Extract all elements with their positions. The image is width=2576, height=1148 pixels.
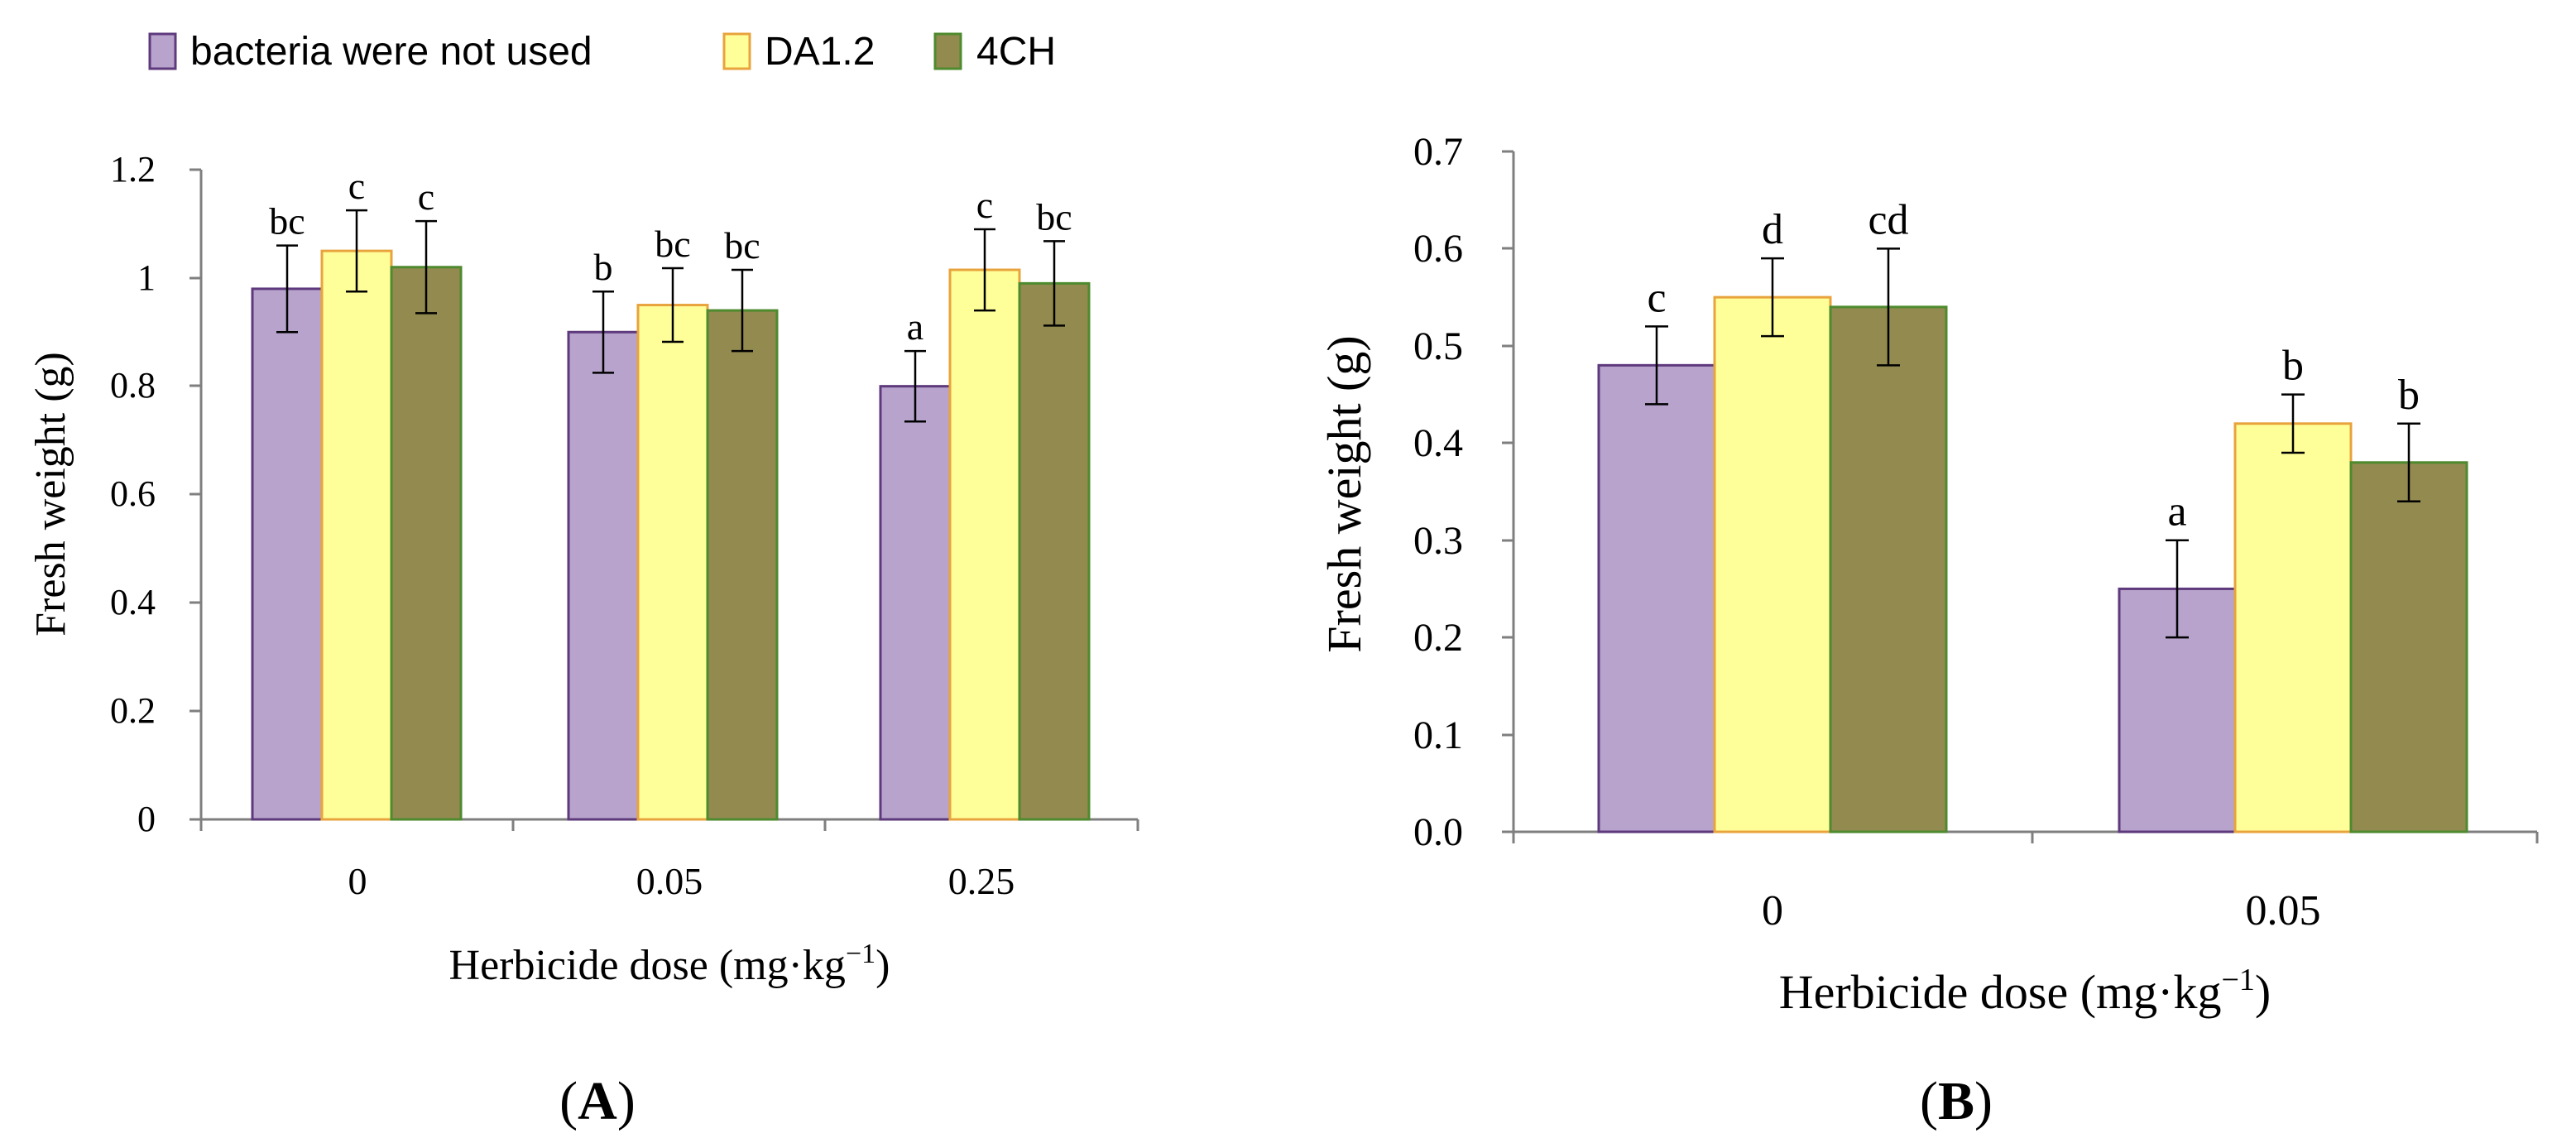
bar-da12 (320, 249, 393, 821)
bar-none (1597, 363, 1716, 833)
error-bar (974, 228, 995, 312)
error-bar (2281, 393, 2305, 454)
x-tick-label: 0.05 (636, 860, 703, 902)
y-tick-label: 0.3 (1413, 519, 1463, 563)
significance-letter: bc (724, 224, 760, 267)
x-axis-a: 0 0.05 0.25 (199, 818, 1139, 902)
y-axis-b: 0.0 0.1 0.2 0.3 0.4 0.5 0.6 0.7 (1413, 130, 1515, 854)
y-tick-label: 0.7 (1413, 130, 1463, 174)
legend-label-da12: DA1.2 (765, 30, 875, 74)
error-bar (592, 290, 614, 374)
error-bar (732, 268, 753, 353)
y-tick-label: 0.8 (110, 365, 156, 406)
x-axis-title-a: Herbicide dose (mg·kg−1) (449, 939, 890, 989)
y-tick-label: 0.4 (110, 582, 156, 622)
significance-letter: b (2282, 343, 2304, 390)
x-axis-b: 0 0.05 (1512, 830, 2539, 934)
y-tick-label: 0.2 (1413, 616, 1463, 660)
legend: bacteria were not used DA1.2 4CH (148, 30, 1056, 74)
y-tick-label: 0.6 (1413, 227, 1463, 271)
bar-da12 (2233, 422, 2353, 833)
y-tick-label: 0.4 (1413, 421, 1463, 465)
significance-letter: c (348, 165, 365, 207)
panel-a: 0 0.2 0.4 0.6 0.8 1 1.2 0 0.05 0.25 bcba… (27, 149, 1139, 1131)
y-tick-label: 1.2 (110, 149, 156, 190)
x-tick-label: 0 (348, 860, 367, 902)
error-bar (415, 219, 437, 315)
error-bar (904, 349, 926, 423)
significance-letter: a (2167, 488, 2186, 536)
legend-label-none: bacteria were not used (190, 30, 592, 74)
panel-b: 0.0 0.1 0.2 0.3 0.4 0.5 0.6 0.7 0 0.05 c… (1317, 130, 2539, 1131)
significance-letter: bc (269, 200, 305, 243)
y-tick-label: 0.0 (1413, 810, 1463, 854)
significance-letter: b (2398, 372, 2420, 419)
error-bar (1877, 247, 1900, 367)
x-tick-label: 0.05 (2246, 887, 2321, 934)
y-axis-a: 0 0.2 0.4 0.6 0.8 1 1.2 (110, 149, 203, 839)
y-tick-label: 0.6 (110, 473, 156, 514)
bar-4ch (2349, 461, 2468, 833)
bar-da12 (1713, 295, 1832, 833)
error-bar (1645, 325, 1668, 406)
bar-da12 (636, 304, 709, 821)
error-bar (1761, 257, 1784, 338)
error-bar (2166, 539, 2189, 639)
legend-swatch-4ch (933, 32, 962, 70)
bars-b: c a d b cd b (1597, 196, 2468, 833)
significance-letter: cd (1868, 196, 1908, 243)
bar-none (251, 287, 324, 821)
panel-label-a: (A) (559, 1071, 636, 1131)
bar-4ch (1829, 305, 1948, 833)
error-bar (346, 209, 367, 293)
panel-label-b: (B) (1920, 1071, 1993, 1131)
y-tick-label: 1 (137, 257, 156, 298)
significance-letter: c (976, 184, 993, 226)
legend-label-4ch: 4CH (976, 30, 1056, 74)
significance-letter: bc (1036, 195, 1072, 238)
bar-none (879, 385, 952, 821)
significance-letter: b (594, 246, 613, 288)
error-bar (662, 267, 684, 343)
significance-letter: c (1647, 274, 1666, 321)
bar-4ch (706, 309, 779, 821)
bar-4ch (390, 266, 463, 821)
y-tick-label: 0.2 (110, 690, 156, 731)
y-axis-title-b: Fresh weight (g) (1317, 335, 1371, 652)
significance-letter: bc (655, 223, 690, 265)
x-axis-title-b: Herbicide dose (mg·kg−1) (1779, 963, 2271, 1019)
x-tick-label: 0 (1762, 887, 1783, 934)
error-bar (1043, 240, 1065, 327)
bar-da12 (948, 268, 1021, 821)
y-axis-title-a: Fresh weight (g) (27, 352, 74, 636)
error-bar (2397, 422, 2420, 502)
bar-none (567, 330, 640, 821)
significance-letter: d (1762, 206, 1783, 253)
y-tick-label: 0.5 (1413, 324, 1463, 368)
error-bar (276, 244, 298, 334)
y-tick-label: 0 (137, 799, 156, 839)
significance-letter: a (907, 305, 923, 348)
significance-letter: c (418, 175, 434, 218)
y-tick-label: 0.1 (1413, 713, 1463, 757)
x-tick-label: 0.25 (948, 860, 1015, 902)
legend-swatch-none (148, 32, 177, 70)
legend-swatch-da12 (722, 32, 751, 70)
bar-4ch (1018, 281, 1091, 821)
